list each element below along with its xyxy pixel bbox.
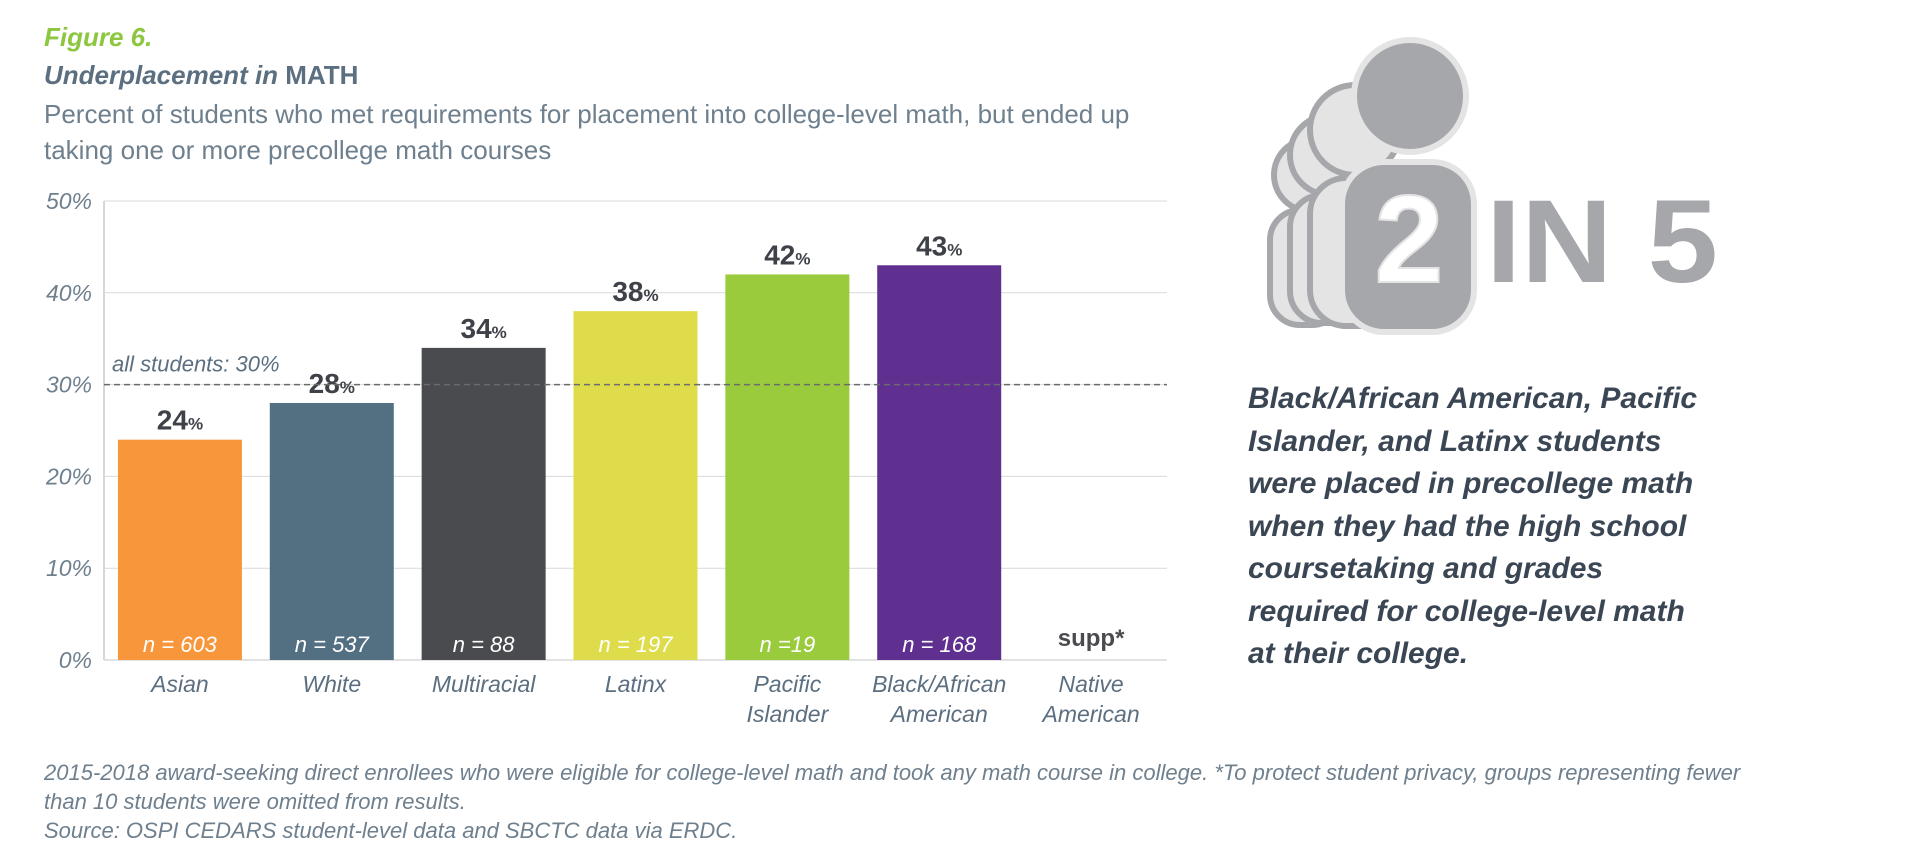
callout-text: Black/African American, Pacific Islander…	[1248, 382, 1698, 670]
bar	[725, 274, 850, 660]
value-label-percent-sign: %	[188, 415, 203, 434]
x-category-label: Latinx	[605, 671, 668, 697]
footnote: 2015-2018 award-seeking direct enrollees…	[44, 758, 1764, 845]
value-label-percent-sign: %	[947, 240, 962, 259]
bar	[117, 439, 242, 660]
chart-title-em: Underplacement in	[44, 60, 279, 90]
y-tick-label: 50%	[46, 188, 92, 214]
n-label: n = 603	[143, 632, 218, 657]
x-category-label: American	[1040, 701, 1139, 727]
y-tick-label: 10%	[46, 555, 92, 581]
bar	[573, 311, 698, 660]
y-tick-label: 40%	[46, 280, 92, 306]
n-label: n = 88	[453, 632, 516, 657]
people-icon	[1267, 37, 1477, 335]
value-label-percent-sign: %	[795, 249, 810, 268]
bar-chart: 0% 10% 20% 30% 40% 50% 24% n = 603 Asian 28% n = 5…	[45, 188, 1167, 727]
x-category-label: Islander	[746, 701, 829, 727]
x-category-label: Native	[1058, 671, 1123, 697]
value-label-number: 38	[612, 276, 643, 307]
x-category-label: American	[889, 701, 988, 727]
chart-title: Underplacement in MATH	[44, 60, 358, 91]
value-label: 38%	[612, 276, 658, 307]
chart-subtitle: Percent of students who met requirements…	[44, 99, 1130, 165]
value-label-number: 24	[157, 405, 189, 436]
x-category-label: Asian	[149, 671, 209, 697]
n-label: n = 197	[598, 632, 673, 657]
y-tick-label: 20%	[45, 463, 92, 489]
value-label: 34%	[461, 313, 507, 344]
value-label-percent-sign: %	[644, 286, 659, 305]
suppressed-label: supp*	[1058, 625, 1125, 652]
reference-line-label: all students: 30%	[112, 352, 280, 377]
value-label: 42%	[764, 239, 810, 270]
value-label-number: 34	[461, 313, 493, 344]
footnote-note: 2015-2018 award-seeking direct enrollees…	[44, 760, 1741, 814]
value-label-number: 28	[309, 368, 340, 399]
x-category-label: Multiracial	[432, 671, 536, 697]
callout-number: 2	[1375, 171, 1444, 309]
value-label: 43%	[916, 230, 962, 261]
callout-in-five: IN 5	[1486, 176, 1718, 308]
n-label: n = 537	[295, 632, 370, 657]
x-category-label: Pacific	[753, 671, 821, 697]
y-tick-label: 30%	[46, 372, 92, 398]
value-label-number: 43	[916, 230, 947, 261]
figure-label: Figure 6.	[44, 22, 153, 52]
x-category-label: Black/African	[872, 671, 1006, 697]
n-label: n = 168	[902, 632, 977, 657]
footnote-source: Source: OSPI CEDARS student-level data a…	[44, 818, 738, 843]
x-category-label: White	[302, 671, 361, 697]
value-label-percent-sign: %	[340, 378, 355, 397]
chart-title-strong: MATH	[285, 60, 359, 90]
value-label-percent-sign: %	[492, 323, 507, 342]
value-label: 24%	[157, 405, 203, 436]
value-label: 28%	[309, 368, 355, 399]
bar	[877, 265, 1002, 660]
y-tick-label: 0%	[59, 647, 92, 673]
bar	[269, 402, 394, 660]
two-in-five-graphic: 2 IN 5	[1267, 37, 1718, 335]
value-label-number: 42	[764, 239, 795, 270]
n-label: n =19	[760, 632, 816, 657]
bar	[421, 347, 546, 660]
